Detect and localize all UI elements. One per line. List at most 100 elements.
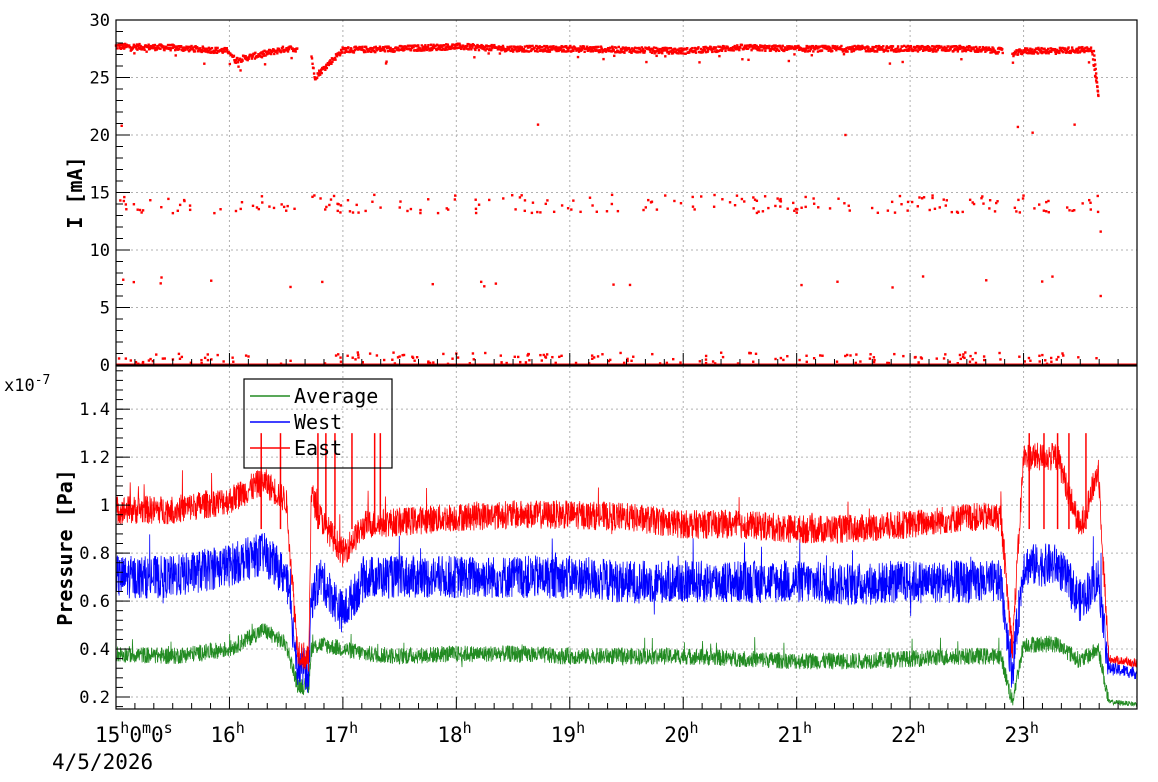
current-point (769, 49, 773, 52)
x-tick-unit: h (236, 719, 245, 737)
current-outlier (442, 352, 445, 356)
current-point (910, 48, 914, 51)
current-point (743, 47, 746, 50)
current-point (140, 48, 144, 51)
current-point (123, 46, 126, 49)
current-point (317, 69, 321, 72)
current-point (953, 47, 956, 51)
current-outlier (1055, 358, 1058, 361)
current-outlier (605, 210, 609, 213)
current-outlier (368, 352, 372, 355)
current-point (366, 48, 369, 51)
current-point (389, 46, 392, 50)
current-point (598, 50, 602, 53)
current-outlier (794, 207, 798, 211)
current-outlier (180, 355, 184, 359)
current-outlier (779, 356, 783, 360)
current-point (465, 47, 468, 50)
current-outlier (711, 360, 715, 363)
current-point (546, 46, 550, 50)
current-point (661, 51, 664, 55)
current-point (143, 48, 146, 52)
current-point (123, 42, 127, 46)
current-point (425, 48, 429, 52)
current-point (361, 45, 364, 49)
y-tick-label: 0.2 (79, 688, 110, 708)
current-outlier (1038, 354, 1041, 358)
current-outlier (795, 211, 798, 214)
current-point (319, 70, 322, 73)
current-point (374, 45, 378, 49)
current-point (673, 47, 677, 51)
current-point (761, 49, 764, 52)
current-point (675, 51, 679, 55)
current-point (522, 47, 526, 51)
current-point (327, 63, 331, 67)
current-outlier (346, 354, 349, 358)
current-point (615, 46, 618, 49)
current-outlier (432, 361, 435, 364)
current-point (899, 47, 902, 51)
current-outlier (607, 359, 611, 363)
current-point (845, 46, 848, 50)
current-point (291, 47, 294, 50)
x-tick-hour: 22 (891, 723, 916, 747)
current-point (775, 45, 778, 48)
current-outlier (601, 353, 604, 356)
current-point (569, 44, 572, 48)
current-point (545, 44, 549, 48)
current-outlier (1023, 360, 1026, 363)
current-outlier (945, 199, 948, 202)
current-point (885, 45, 889, 48)
current-point (131, 47, 135, 50)
current-point (652, 49, 655, 53)
current-outlier (472, 358, 475, 361)
current-outlier (828, 207, 832, 210)
current-point (479, 45, 482, 48)
x-tick-hour: 19 (551, 723, 576, 747)
current-outlier (835, 360, 839, 363)
current-point (1030, 50, 1033, 53)
current-point (935, 50, 938, 53)
current-outlier (494, 282, 498, 285)
current-point (254, 51, 257, 55)
current-point (226, 49, 229, 52)
current-outlier (240, 201, 244, 204)
current-point (962, 47, 966, 50)
current-point (515, 46, 518, 49)
current-point (1082, 48, 1086, 51)
current-point (182, 46, 186, 49)
current-point (330, 62, 333, 65)
current-point (328, 60, 331, 63)
y-tick-label: 15 (90, 184, 110, 204)
current-outlier (971, 201, 974, 204)
current-point (627, 46, 631, 50)
current-point (763, 44, 767, 47)
pressure-panel: 0.20.40.60.811.21.4 Pressure [Pa] x10-7 … (4, 365, 1138, 710)
current-point (1054, 52, 1058, 56)
current-outlier (413, 359, 416, 362)
current-outlier (136, 208, 139, 211)
current-outlier (837, 197, 840, 200)
current-outlier (962, 353, 965, 356)
current-point (608, 46, 612, 49)
current-point (1067, 46, 1070, 49)
current-point (804, 47, 808, 50)
current-point (130, 48, 134, 51)
series-line-average (115, 623, 1138, 707)
current-outlier (364, 209, 367, 213)
current-point (1074, 49, 1077, 53)
current-outlier (817, 206, 820, 209)
current-point (919, 47, 923, 50)
current-outlier (728, 201, 732, 204)
current-point (142, 46, 146, 49)
current-point (985, 46, 988, 49)
current-outlier (479, 280, 483, 284)
current-point (202, 46, 205, 50)
current-outlier (782, 358, 785, 362)
current-point (717, 49, 721, 53)
current-point (446, 43, 450, 46)
pressure-multiplier: x10-7 (4, 373, 50, 396)
current-outlier (122, 278, 125, 281)
current-point (497, 47, 500, 51)
